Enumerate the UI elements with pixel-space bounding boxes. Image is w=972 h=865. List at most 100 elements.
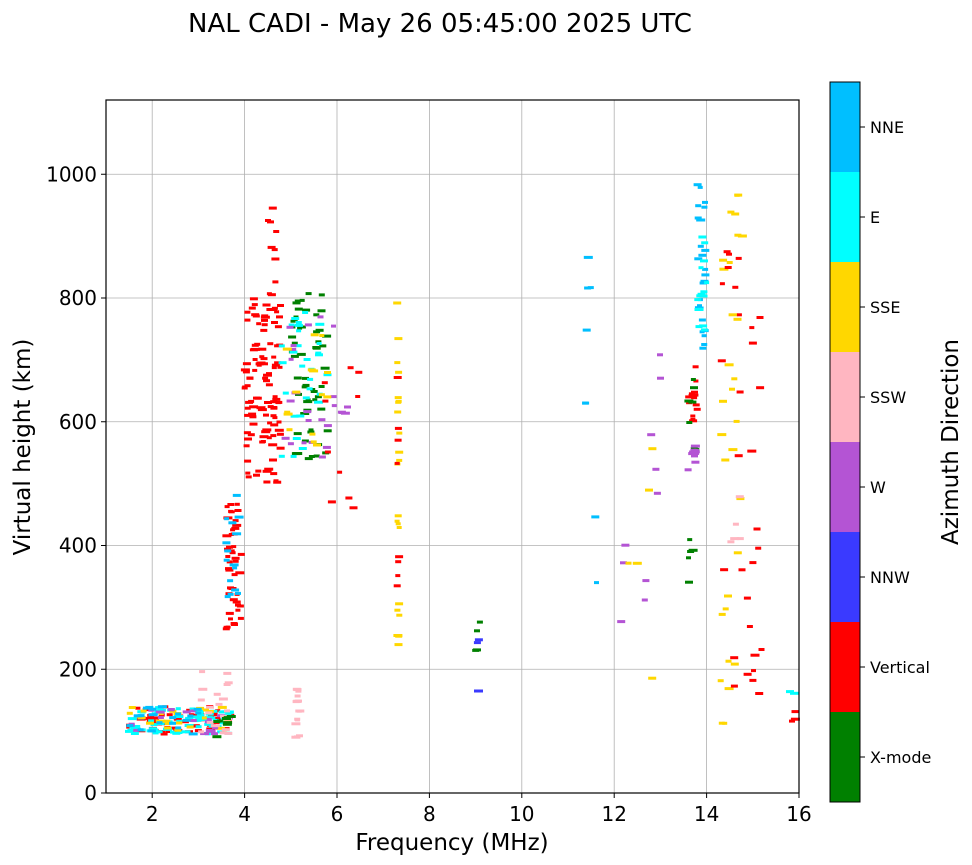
echo-point-vertical: [248, 399, 255, 403]
echo-point-x-mode: [305, 292, 312, 296]
echo-point-vertical: [190, 713, 199, 717]
x-tick-label: 12: [601, 802, 626, 826]
echo-point-vertical: [271, 321, 278, 324]
echo-point-nne: [175, 726, 182, 730]
echo-point-sse: [286, 428, 293, 432]
echo-point-sse: [394, 410, 402, 414]
echo-point-ssw: [197, 698, 205, 702]
echo-point-w: [189, 719, 197, 722]
echo-point-sse: [733, 317, 742, 321]
echo-point-vertical: [243, 431, 251, 435]
echo-point-sse: [215, 726, 225, 730]
echo-point-vertical: [229, 551, 236, 555]
echo-point-vertical: [393, 584, 401, 588]
x-tick-label: 2: [146, 802, 159, 826]
echo-point-sse: [734, 193, 740, 197]
echo-point-vertical: [264, 401, 272, 404]
echo-point-vertical: [257, 408, 267, 412]
echo-point-sse: [645, 488, 653, 492]
echo-point-x-mode: [690, 378, 696, 381]
echo-point-e: [701, 241, 709, 245]
echo-point-nne: [228, 521, 237, 525]
echo-point-vertical: [268, 443, 278, 447]
echo-point-x-mode: [686, 421, 693, 424]
echo-point-vertical: [268, 206, 277, 210]
echo-point-vertical: [215, 709, 221, 713]
echo-point-vertical: [732, 285, 739, 289]
echo-point-sse: [309, 432, 316, 436]
echo-point-vertical: [262, 428, 272, 432]
echo-point-e: [698, 235, 707, 239]
echo-point-vertical: [237, 616, 244, 620]
echo-point-sse: [736, 497, 745, 501]
echo-point-vertical: [750, 653, 760, 657]
echo-point-w: [200, 732, 210, 736]
echo-point-ssw: [294, 717, 301, 721]
echo-point-e: [700, 328, 708, 332]
echo-point-sse: [137, 716, 146, 720]
echo-point-vertical: [734, 454, 743, 458]
x-tick-label: 4: [238, 802, 251, 826]
echo-point-vertical: [232, 523, 242, 527]
echo-point-vertical: [231, 623, 238, 626]
echo-point-x-mode: [301, 385, 308, 389]
echo-point-e: [700, 290, 708, 294]
echo-point-vertical: [244, 384, 251, 388]
echo-point-nne: [224, 517, 230, 521]
echo-point-vertical: [753, 527, 761, 531]
echo-point-vertical: [253, 473, 260, 477]
echo-point-w: [691, 460, 700, 464]
echo-point-ssw: [223, 671, 232, 675]
echo-point-sse: [728, 313, 738, 317]
echo-point-vertical: [235, 603, 241, 607]
echo-point-nne: [126, 724, 134, 728]
echo-point-sse: [719, 258, 728, 262]
echo-point-ssw: [210, 724, 220, 728]
echo-point-vertical: [224, 547, 231, 551]
echo-point-ssw: [206, 705, 214, 709]
echo-point-nne: [693, 183, 702, 187]
echo-point-x-mode: [686, 556, 691, 560]
echo-point-vertical: [751, 669, 756, 673]
echo-point-sse: [284, 410, 291, 414]
echo-point-vertical: [277, 365, 283, 369]
echo-point-nne: [701, 205, 708, 209]
echo-point-e: [131, 726, 140, 730]
echo-point-x-mode: [223, 721, 233, 725]
echo-point-vertical: [263, 413, 269, 417]
echo-point-sse: [292, 390, 301, 394]
echo-point-nne: [137, 728, 144, 732]
echo-point-vertical: [736, 313, 742, 317]
echo-point-vertical: [730, 656, 739, 660]
echo-point-w: [211, 732, 218, 736]
echo-point-w: [652, 467, 660, 471]
echo-point-vertical: [277, 304, 284, 307]
echo-point-sse: [394, 361, 401, 365]
echo-point-w: [690, 448, 697, 452]
x-axis-label: Frequency (MHz): [355, 830, 548, 856]
echo-point-nne: [188, 732, 198, 736]
echo-point-e: [315, 322, 325, 326]
echo-point-vertical: [242, 370, 250, 374]
echo-point-sse: [324, 371, 331, 374]
echo-point-e: [199, 718, 207, 722]
echo-point-sse: [318, 393, 325, 397]
echo-point-x-mode: [307, 430, 315, 434]
echo-point-e: [698, 266, 704, 270]
colorbar-segment: [830, 82, 860, 172]
echo-point-x-mode: [685, 580, 693, 584]
echo-point-ssw: [730, 537, 740, 541]
echo-point-vertical: [246, 376, 254, 380]
echo-point-vertical: [272, 395, 278, 399]
echo-point-e: [148, 727, 157, 731]
echo-point-e: [307, 377, 314, 381]
echo-point-w: [323, 424, 332, 428]
echo-point-x-mode: [293, 376, 302, 380]
echo-point-vertical: [244, 413, 254, 417]
echo-point-ssw: [291, 735, 301, 739]
echo-point-vertical: [394, 461, 400, 465]
echo-point-w: [155, 710, 165, 714]
echo-point-vertical: [231, 545, 237, 549]
echo-point-sse: [731, 377, 738, 381]
echo-point-vertical: [229, 598, 238, 602]
